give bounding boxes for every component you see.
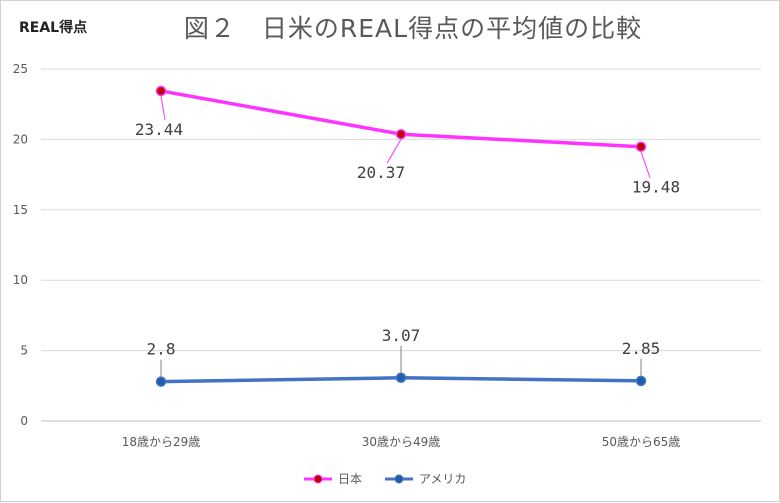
data-point-1-2 <box>635 375 647 387</box>
y-tick-labels: 0 5 10 15 20 25 <box>13 62 28 428</box>
data-point-1-1 <box>395 372 407 384</box>
leader-line-0-0 <box>160 95 166 121</box>
data-label-0-1: 20.37 <box>357 163 405 182</box>
data-point-1-0 <box>155 376 167 387</box>
chart-title: 図２ 日米のREAL得点の平均値の比較 <box>184 14 642 43</box>
x-tick-labels: 18歳から29歳 30歳から49歳 50歳から65歳 <box>122 435 681 449</box>
data-label-0-2: 19.48 <box>632 178 680 197</box>
legend-label-0: 日本 <box>338 472 362 486</box>
legend-label-1: アメリカ <box>419 472 466 486</box>
data-label-1-1: 3.07 <box>382 326 421 345</box>
leader-line-0-2 <box>640 151 651 178</box>
y-tick-5: 5 <box>20 344 28 358</box>
x-tick-0: 18歳から29歳 <box>122 435 201 449</box>
x-tick-2: 50歳から65歳 <box>602 435 681 449</box>
data-point-0-1 <box>395 128 407 140</box>
leader-line-0-1 <box>386 138 402 164</box>
data-label-0-0: 23.44 <box>135 120 183 139</box>
y-tick-25: 25 <box>13 62 28 76</box>
data-label-1-2: 2.85 <box>622 339 661 358</box>
data-labels: 23.44 20.37 19.48 2.8 3.07 2.85 <box>135 95 680 377</box>
y-tick-10: 10 <box>13 273 28 287</box>
y-tick-20: 20 <box>13 132 28 146</box>
y-axis-label: REAL得点 <box>19 19 87 36</box>
legend: 日本 アメリカ <box>304 472 466 486</box>
data-point-0-0 <box>155 85 167 97</box>
y-tick-0: 0 <box>20 414 28 428</box>
x-tick-1: 30歳から49歳 <box>362 435 441 449</box>
data-point-0-2 <box>635 141 647 152</box>
legend-marker-1 <box>394 474 404 484</box>
y-tick-15: 15 <box>13 203 28 217</box>
data-label-1-0: 2.8 <box>147 340 176 359</box>
series-group <box>155 85 647 387</box>
legend-marker-0 <box>313 474 323 484</box>
